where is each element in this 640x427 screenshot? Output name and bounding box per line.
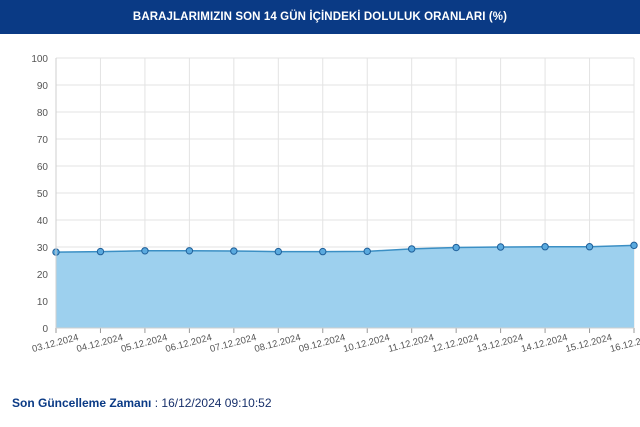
data-point[interactable] (630, 241, 638, 250)
y-tick-label: 70 (37, 135, 49, 146)
x-tick-label: 10.12.2024 (342, 332, 391, 355)
x-tick-label: 03.12.2024 (31, 332, 80, 355)
area-series (55, 244, 635, 328)
y-tick-label: 20 (37, 270, 49, 281)
x-tick-label: 12.12.2024 (431, 332, 480, 355)
x-tick-label: 11.12.2024 (387, 332, 435, 355)
x-tick-label: 08.12.2024 (253, 332, 302, 355)
x-tick-label: 09.12.2024 (298, 332, 347, 355)
y-tick-label: 0 (42, 324, 48, 335)
data-point[interactable] (496, 243, 505, 251)
data-point[interactable] (274, 247, 283, 256)
y-tick-label: 100 (31, 54, 48, 65)
x-tick-label: 07.12.2024 (209, 332, 258, 355)
data-point[interactable] (141, 247, 149, 255)
x-tick-label: 16.12.2024 (609, 332, 640, 355)
data-point[interactable] (96, 247, 105, 256)
y-tick-label: 40 (37, 216, 49, 227)
last-update-value: 16/12/2024 09:10:52 (161, 396, 272, 410)
data-point[interactable] (319, 247, 327, 256)
y-tick-label: 50 (37, 189, 49, 200)
data-point[interactable] (407, 245, 416, 253)
x-tick-label: 14.12.2024 (520, 332, 569, 355)
last-update-label: Son Güncelleme Zamanı (12, 396, 152, 410)
chart-area: 0 10 20 30 40 50 60 70 80 90 100 03.12.2024 04.12.2… (0, 34, 640, 374)
series-line (55, 244, 635, 253)
last-update: Son Güncelleme Zamanı : 16/12/2024 09:10… (12, 396, 272, 410)
x-tick-label: 04.12.2024 (75, 332, 124, 355)
chart-title: BARAJLARIMIZIN SON 14 GÜN İÇİNDEKİ DOLUL… (132, 11, 508, 23)
data-point[interactable] (185, 247, 194, 255)
y-tick-label: 60 (37, 162, 49, 173)
x-tick-label: 15.12.2024 (565, 332, 614, 355)
x-tick-label: 06.12.2024 (164, 332, 213, 355)
data-point[interactable] (585, 243, 594, 251)
x-tick-label: 13.12.2024 (476, 332, 525, 355)
doluluk-chart: 0 10 20 30 40 50 60 70 80 90 100 03.12.202404.12.2… (31, 54, 640, 355)
y-tick-label: 90 (37, 81, 49, 92)
y-tick-label: 30 (37, 243, 49, 254)
y-tick-label: 10 (37, 297, 49, 308)
area-fill (56, 245, 634, 328)
x-tick-label: 05.12.2024 (120, 332, 169, 355)
data-point[interactable] (541, 243, 549, 251)
data-point[interactable] (363, 247, 371, 256)
x-axis: 03.12.202404.12.202405.12.202406.12.2024… (31, 327, 640, 355)
chart-header: BARAJLARIMIZIN SON 14 GÜN İÇİNDEKİ DOLUL… (0, 0, 640, 34)
data-point[interactable] (452, 243, 460, 252)
last-update-separator: : (151, 396, 162, 410)
data-point[interactable] (230, 247, 238, 255)
y-tick-label: 80 (37, 108, 49, 119)
y-axis: 0 10 20 30 40 50 60 70 80 90 100 (31, 54, 57, 335)
